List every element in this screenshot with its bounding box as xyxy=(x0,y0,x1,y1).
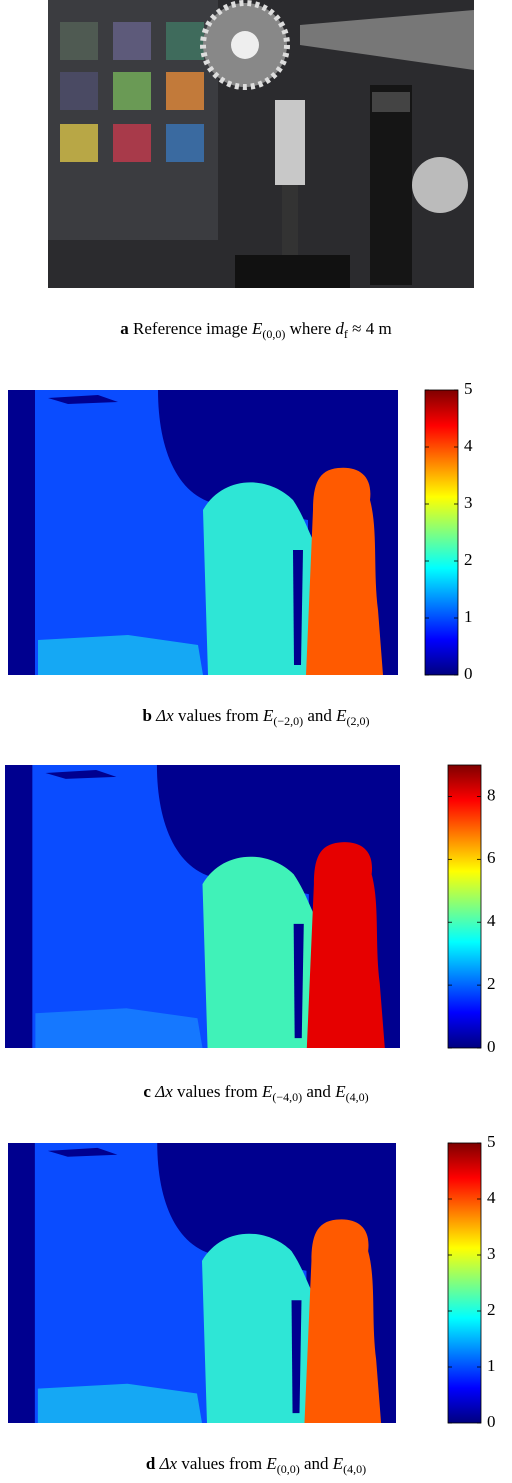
colorbar-tick-label: 0 xyxy=(487,1037,496,1056)
caption-text: where xyxy=(285,319,335,338)
colorbar-tick-label: 4 xyxy=(487,911,496,930)
reference-photo xyxy=(48,0,474,288)
caption-text: Reference image xyxy=(133,319,252,338)
caption-subscript: (4,0) xyxy=(343,1462,366,1476)
caption-text: E xyxy=(261,1082,273,1101)
colorbar-tick-label: 5 xyxy=(487,1132,496,1151)
colorbar-tick-label: 3 xyxy=(487,1244,496,1263)
caption: c Δx values from E(−4,0)​ and E(4,0)​ xyxy=(143,1082,368,1104)
caption-label: d xyxy=(146,1454,156,1473)
caption-subscript: (0,0) xyxy=(262,327,285,341)
caption-label: c xyxy=(143,1082,151,1101)
depth-map xyxy=(5,765,400,1048)
caption: d Δx values from E(0,0)​ and E(4,0)​ xyxy=(146,1454,366,1476)
caption-text: Δx xyxy=(154,1082,173,1101)
colorbar-tick-label: 2 xyxy=(464,550,473,569)
colorbar-tick-label: 2 xyxy=(487,974,496,993)
caption-text: values from xyxy=(174,706,263,725)
figure: a Reference image E(0,0)​ where df​ ≈ 4 … xyxy=(0,0,512,1483)
colorbar-tick-label: 0 xyxy=(487,1412,496,1431)
caption-text: and xyxy=(302,1082,335,1101)
colorbar-tick-label: 1 xyxy=(464,607,473,626)
colorbar-tick-label: 6 xyxy=(487,848,496,867)
caption-text: E xyxy=(332,1454,344,1473)
caption-subscript: (−2,0) xyxy=(273,714,303,728)
colorbar xyxy=(448,765,481,1048)
colorbar-tick-label: 3 xyxy=(464,493,473,512)
colorbar xyxy=(425,390,458,675)
colorbar-tick-label: 1 xyxy=(487,1356,496,1375)
caption-text: and xyxy=(303,706,336,725)
caption-text: E xyxy=(265,1454,277,1473)
caption-subscript: (2,0) xyxy=(347,714,370,728)
colorbar xyxy=(448,1143,481,1423)
caption-text: E xyxy=(262,706,274,725)
colorbar-tick-label: 5 xyxy=(464,379,473,398)
caption: b Δx values from E(−2,0)​ and E(2,0)​ xyxy=(142,706,369,728)
colorbar-tick-label: 8 xyxy=(487,785,496,804)
caption-text: E xyxy=(334,1082,346,1101)
depth-map xyxy=(8,390,398,675)
colorbar-tick-label: 2 xyxy=(487,1300,496,1319)
caption-label: b xyxy=(142,706,151,725)
caption-text: E xyxy=(251,319,263,338)
colorbar-tick-label: 0 xyxy=(464,664,473,683)
caption-subscript: (4,0) xyxy=(346,1090,369,1104)
colorbar-tick-label: 4 xyxy=(487,1188,496,1207)
caption-text: ≈ 4 m xyxy=(348,319,392,338)
caption-text: Δx xyxy=(155,706,174,725)
caption: a Reference image E(0,0)​ where df​ ≈ 4 … xyxy=(120,319,391,341)
colorbar-tick-label: 4 xyxy=(464,436,473,455)
caption-text: and xyxy=(300,1454,333,1473)
caption-label: a xyxy=(120,319,129,338)
caption-text: values from xyxy=(173,1082,262,1101)
caption-text: E xyxy=(335,706,347,725)
caption-text: Δx xyxy=(159,1454,178,1473)
caption-subscript: (−4,0) xyxy=(272,1090,302,1104)
caption-subscript: (0,0) xyxy=(277,1462,300,1476)
depth-map xyxy=(8,1143,396,1423)
caption-text: values from xyxy=(177,1454,266,1473)
